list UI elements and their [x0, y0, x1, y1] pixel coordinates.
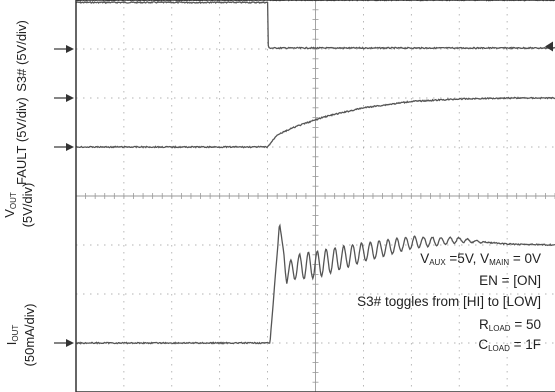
- plot-frame: [75, 0, 555, 392]
- channel-marker-layer: [54, 41, 553, 347]
- channel-marker-arrow: [66, 45, 74, 53]
- channel-marker-arrow: [66, 94, 74, 102]
- trace-iout: [75, 223, 555, 345]
- condition-line-4: RLOAD = 50: [479, 317, 541, 333]
- condition-line-3: S3# toggles from [HI] to [LOW]: [357, 294, 541, 309]
- trace-vout: [75, 96, 555, 149]
- trigger-marker-icon: [545, 41, 553, 52]
- channel-marker-arrow: [66, 143, 74, 151]
- channel-marker-arrow: [66, 339, 74, 347]
- condition-line-5: CLOAD = 1F: [478, 337, 541, 353]
- condition-line-2: EN = [ON]: [479, 273, 541, 288]
- trace-s3#: [75, 0, 555, 50]
- plot-grid: [75, 0, 555, 392]
- condition-line-1: VAUX =5V, VMAIN = 0V: [420, 251, 541, 267]
